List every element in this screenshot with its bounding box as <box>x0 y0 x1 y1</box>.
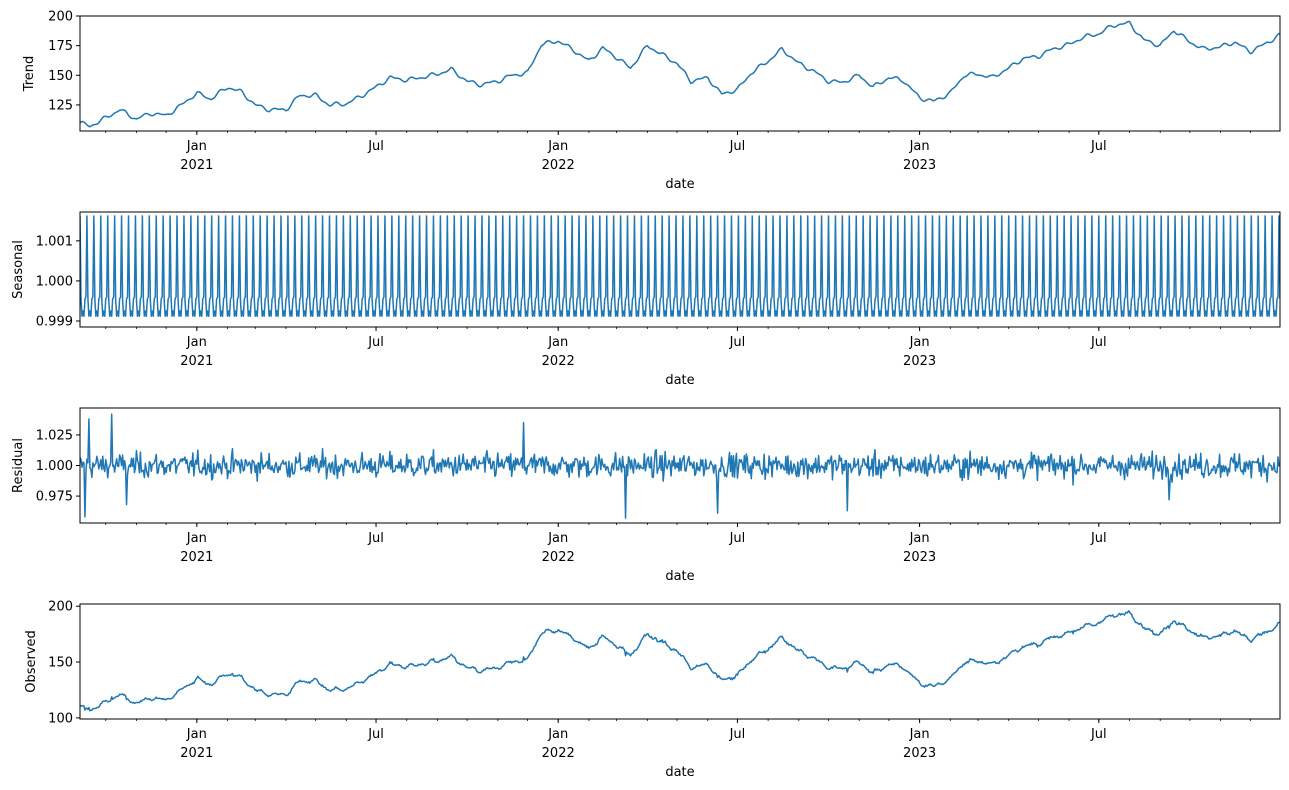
x-tick-label: Jul <box>367 139 384 154</box>
x-tick-label: Jan <box>909 139 930 154</box>
x-tick-label: Jul <box>1090 335 1107 350</box>
x-tick-label: Jul <box>367 727 384 742</box>
x-tick-year-label: 2021 <box>180 354 213 369</box>
observed-series-line <box>80 610 1280 712</box>
x-tick-year-label: 2023 <box>903 550 936 565</box>
observed-panel: Jan 2021 Jul Jan 2022 Jul Jan 2023 Jul 100 150 200 O… <box>24 600 1281 780</box>
trend-axes-frame <box>79 15 1281 132</box>
x-tick-label: Jan <box>547 531 568 546</box>
y-tick-label: 200 <box>48 10 73 25</box>
y-tick-label: 0.999 <box>36 314 73 329</box>
x-tick-year-label: 2021 <box>180 550 213 565</box>
seasonal-axes-frame <box>79 211 1281 328</box>
y-tick-label: 1.000 <box>36 274 73 289</box>
y-tick-label: 150 <box>48 69 73 84</box>
x-tick-label: Jan <box>186 335 207 350</box>
x-tick-year-label: 2021 <box>180 158 213 173</box>
seasonal-x-axis-label: date <box>665 373 694 388</box>
residual-panel: Jan 2021 Jul Jan 2022 Jul Jan 2023 Jul 0.975 1.000… <box>11 407 1281 584</box>
x-tick-label: Jan <box>186 139 207 154</box>
trend-series-line <box>80 20 1280 128</box>
x-tick-year-label: 2023 <box>903 158 936 173</box>
seasonal-panel: Jan 2021 Jul Jan 2022 Jul Jan 2023 Jul 0.999 1.000… <box>11 211 1281 388</box>
y-tick-label: 1.000 <box>36 459 73 474</box>
x-tick-label: Jul <box>1090 139 1107 154</box>
x-tick-year-label: 2022 <box>542 746 575 761</box>
trend-panel: Jan 2021 Jul Jan 2022 Jul Jan 2023 Jul 125 150 175 2… <box>22 10 1281 192</box>
trend-x-axis-label: date <box>665 177 694 192</box>
residual-series-line <box>80 413 1280 519</box>
y-tick-label: 200 <box>48 600 73 615</box>
x-tick-label: Jul <box>729 335 746 350</box>
x-tick-label: Jan <box>186 727 207 742</box>
x-tick-label: Jan <box>186 531 207 546</box>
observed-axes-frame <box>79 603 1281 720</box>
x-tick-label: Jul <box>1090 727 1107 742</box>
x-tick-year-label: 2021 <box>180 746 213 761</box>
x-tick-label: Jan <box>547 727 568 742</box>
x-tick-label: Jul <box>367 531 384 546</box>
seasonal-series-line <box>80 215 1280 317</box>
x-tick-label: Jul <box>1090 531 1107 546</box>
x-tick-label: Jan <box>547 335 568 350</box>
y-tick-label: 125 <box>48 98 73 113</box>
x-tick-label: Jul <box>729 727 746 742</box>
x-tick-year-label: 2022 <box>542 550 575 565</box>
trend-y-axis-label: Trend <box>22 56 37 93</box>
x-tick-label: Jan <box>909 531 930 546</box>
observed-y-axis-label: Observed <box>24 630 39 693</box>
y-tick-label: 100 <box>48 711 73 726</box>
x-tick-year-label: 2022 <box>542 354 575 369</box>
x-tick-label: Jan <box>909 335 930 350</box>
x-tick-label: Jul <box>729 531 746 546</box>
observed-x-axis-label: date <box>665 765 694 780</box>
x-tick-label: Jan <box>909 727 930 742</box>
seasonal-y-axis-label: Seasonal <box>11 240 26 299</box>
y-tick-label: 150 <box>48 656 73 671</box>
y-tick-label: 1.025 <box>36 428 73 443</box>
x-tick-label: Jan <box>547 139 568 154</box>
residual-x-axis-label: date <box>665 569 694 584</box>
y-tick-label: 175 <box>48 39 73 54</box>
x-tick-label: Jul <box>729 139 746 154</box>
x-tick-year-label: 2023 <box>903 746 936 761</box>
y-tick-label: 1.001 <box>36 234 73 249</box>
x-tick-label: Jul <box>367 335 384 350</box>
y-tick-label: 0.975 <box>36 490 73 505</box>
x-tick-year-label: 2023 <box>903 354 936 369</box>
residual-y-axis-label: Residual <box>11 438 26 493</box>
x-tick-year-label: 2022 <box>542 158 575 173</box>
